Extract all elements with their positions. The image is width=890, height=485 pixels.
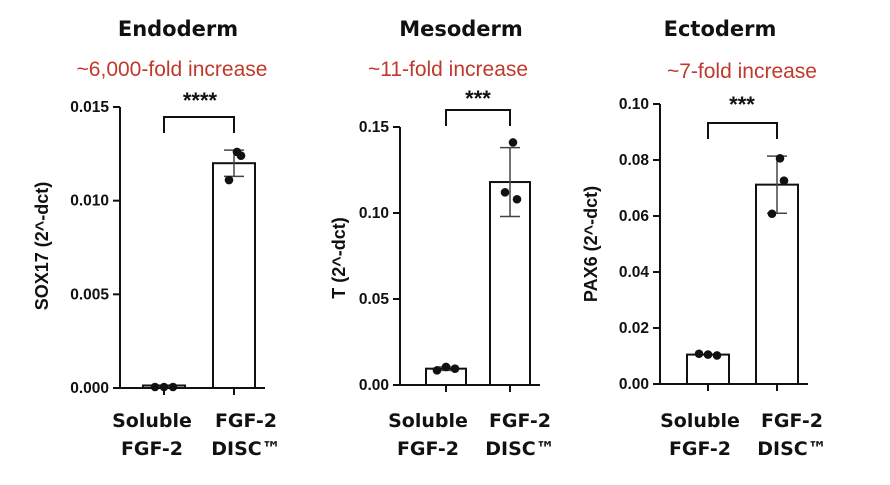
x-tick-label: FGF-2 <box>121 438 183 460</box>
data-point <box>694 349 704 359</box>
plot-area: 0.000 0.005 0.010 0.015 <box>70 99 265 397</box>
data-point <box>236 151 246 161</box>
bar <box>686 353 730 386</box>
y-tick-label: 0.000 <box>70 380 109 397</box>
x-category-labels: Soluble FGF-2 FGF-2 DISC™ <box>660 410 827 460</box>
data-point <box>767 209 777 219</box>
chart-subtitle: ~11-fold increase <box>368 58 528 81</box>
y-tick-label: 0.08 <box>619 152 650 169</box>
x-category-labels: Soluble FGF-2 FGF-2 DISC™ <box>388 410 555 460</box>
y-tick-label: 0.00 <box>359 377 389 394</box>
data-point <box>512 194 522 204</box>
y-tick-label: 0.05 <box>359 291 390 308</box>
y-tick-label: 0.00 <box>619 376 649 393</box>
data-point <box>703 350 713 359</box>
plot-area: 0.00 0.05 0.10 0.15 <box>359 109 540 394</box>
chart-subtitle: ~6,000-fold increase <box>77 58 268 81</box>
data-point <box>432 366 442 375</box>
chart-title: Endoderm <box>118 17 238 41</box>
significance-label: **** <box>183 88 218 113</box>
data-point <box>508 138 518 147</box>
data-point <box>500 188 510 197</box>
y-tick-label: 0.10 <box>359 205 389 222</box>
data-point <box>159 382 169 392</box>
x-tick-label: DISC™ <box>757 438 826 460</box>
y-tick-label: 0.005 <box>70 286 109 303</box>
significance-bracket <box>707 122 778 139</box>
x-tick-label: FGF-2 <box>489 410 551 432</box>
data-point <box>441 362 451 372</box>
panel-mesoderm: Mesoderm ~11-fold increase T (2^-dct) **… <box>329 17 555 460</box>
y-tick-label: 0.15 <box>359 119 390 136</box>
x-tick-label: Soluble <box>660 410 740 432</box>
panel-endoderm: Endoderm ~6,000-fold increase SOX17 (2^-… <box>32 17 281 460</box>
x-tick-label: FGF-2 <box>397 438 459 460</box>
significance-bracket <box>163 116 235 133</box>
y-axis-label: SOX17 (2^-dct) <box>32 182 52 311</box>
y-tick-label: 0.02 <box>619 320 649 337</box>
data-point <box>775 154 785 163</box>
panel-ectoderm: Ectoderm ~7-fold increase PAX6 (2^-dct) … <box>581 17 827 460</box>
data-point <box>712 351 722 360</box>
chart-title: Ectoderm <box>664 17 777 41</box>
x-tick-label: DISC™ <box>211 438 280 460</box>
data-point <box>224 175 234 185</box>
bar <box>212 162 256 389</box>
y-tick-label: 0.06 <box>619 208 650 225</box>
x-tick-label: FGF-2 <box>669 438 731 460</box>
y-tick-label: 0.010 <box>70 193 109 210</box>
y-tick-label: 0.04 <box>619 264 650 281</box>
y-tick-label: 0.015 <box>70 99 109 116</box>
x-tick-label: FGF-2 <box>215 410 277 432</box>
data-point <box>779 176 789 186</box>
x-tick-label: FGF-2 <box>761 410 823 432</box>
x-tick-label: Soluble <box>388 410 468 432</box>
x-tick-label: DISC™ <box>485 438 554 460</box>
chart-title: Mesoderm <box>399 17 523 41</box>
significance-bracket <box>445 109 511 126</box>
significance-label: *** <box>465 86 491 111</box>
significance-label: *** <box>729 92 755 117</box>
data-point <box>150 382 160 392</box>
y-tick-label: 0.10 <box>619 96 649 113</box>
data-point <box>450 364 460 373</box>
chart-subtitle: ~7-fold increase <box>667 60 817 83</box>
data-point <box>168 382 178 392</box>
y-axis-label: PAX6 (2^-dct) <box>581 186 601 302</box>
x-category-labels: Soluble FGF-2 FGF-2 DISC™ <box>112 410 281 460</box>
x-tick-label: Soluble <box>112 410 192 432</box>
plot-area: 0.00 0.02 0.04 0.06 0.08 0.10 <box>619 96 808 393</box>
y-axis-label: T (2^-dct) <box>329 217 349 299</box>
bar <box>755 183 799 385</box>
